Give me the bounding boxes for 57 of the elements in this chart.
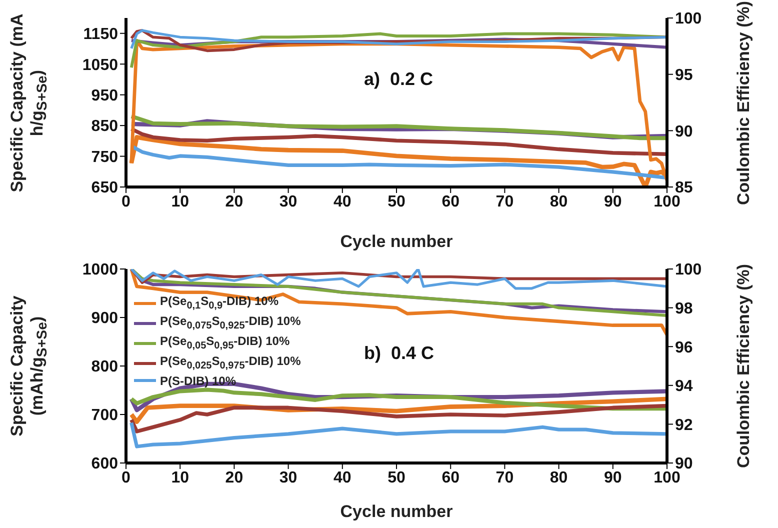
line-series <box>129 388 667 411</box>
x-tick-label: 60 <box>442 193 460 210</box>
x-tick-label: 10 <box>171 193 190 210</box>
line-series <box>130 404 667 434</box>
x-tick-label: 30 <box>279 469 298 486</box>
x-tick-label: 70 <box>496 193 514 210</box>
y2-tick-label: 100 <box>675 10 702 28</box>
line-series <box>130 269 667 337</box>
line-series <box>129 114 667 140</box>
x-tick-label: 0 <box>122 193 131 210</box>
annotation: b) 0.4 C <box>364 342 434 363</box>
y2-tick-label: 95 <box>675 67 693 84</box>
x-tick-label: 90 <box>604 469 622 486</box>
x-tick-label: 80 <box>550 469 568 486</box>
legend-label: P(Se$_{0,025}$S$_{0,975}$-DIB) 10% <box>160 354 301 374</box>
y-tick-label: 600 <box>91 456 118 473</box>
y-tick-label: 700 <box>91 407 118 424</box>
annotation: a) 0.2 C <box>364 68 434 89</box>
line-series <box>130 269 667 290</box>
y-tick-label: 1000 <box>82 262 118 279</box>
y2-tick-label: 90 <box>675 123 693 140</box>
y2-tick-label: 98 <box>675 300 693 318</box>
x-tick-label: 90 <box>604 193 622 210</box>
x-tick-label: 50 <box>388 193 406 210</box>
x-tick-label: 40 <box>334 193 352 210</box>
y2-tick-label: 94 <box>675 378 693 396</box>
x-tick-label: 10 <box>171 469 190 486</box>
x-tick-label: 80 <box>550 193 568 210</box>
line-series <box>130 420 667 448</box>
y-tick-label: 1050 <box>82 56 118 74</box>
y2-tick-label: 92 <box>675 416 693 434</box>
legend-label: P(Se$_{0,075}$S$_{0,925}$-DIB) 10% <box>160 314 301 334</box>
y-tick-label: 850 <box>91 118 118 136</box>
y2-axis-title: Coulombic Efficiency (%) <box>734 264 753 468</box>
x-tick-label: 50 <box>388 469 406 486</box>
x-tick-label: 100 <box>654 469 680 486</box>
legend-label: P(Se$_{0,05}$S$_{0,95}$-DIB) 10% <box>160 334 290 354</box>
y-tick-label: 800 <box>91 358 118 376</box>
y2-tick-label: 100 <box>675 262 702 279</box>
y-tick-label: 650 <box>91 180 118 197</box>
y2-axis-title: Coulombic Efficiency (%) <box>734 0 753 205</box>
x-tick-label: 60 <box>442 469 460 486</box>
y-tick-label: 900 <box>91 310 118 328</box>
x-tick-label: 20 <box>225 193 244 210</box>
x-axis-title: Cycle number <box>340 232 453 251</box>
y-tick-label: 1150 <box>83 26 118 44</box>
y-tick-label: 950 <box>91 88 118 104</box>
y2-tick-label: 96 <box>675 339 693 356</box>
x-tick-label: 70 <box>496 469 514 486</box>
x-tick-label: 20 <box>225 469 244 486</box>
x-tick-label: 0 <box>122 469 131 486</box>
line-series <box>130 32 667 70</box>
y-tick-label: 750 <box>91 148 118 166</box>
x-tick-label: 100 <box>654 193 680 210</box>
x-tick-label: 40 <box>334 469 352 486</box>
x-tick-label: 30 <box>279 193 298 210</box>
x-axis-title: Cycle number <box>340 502 453 521</box>
